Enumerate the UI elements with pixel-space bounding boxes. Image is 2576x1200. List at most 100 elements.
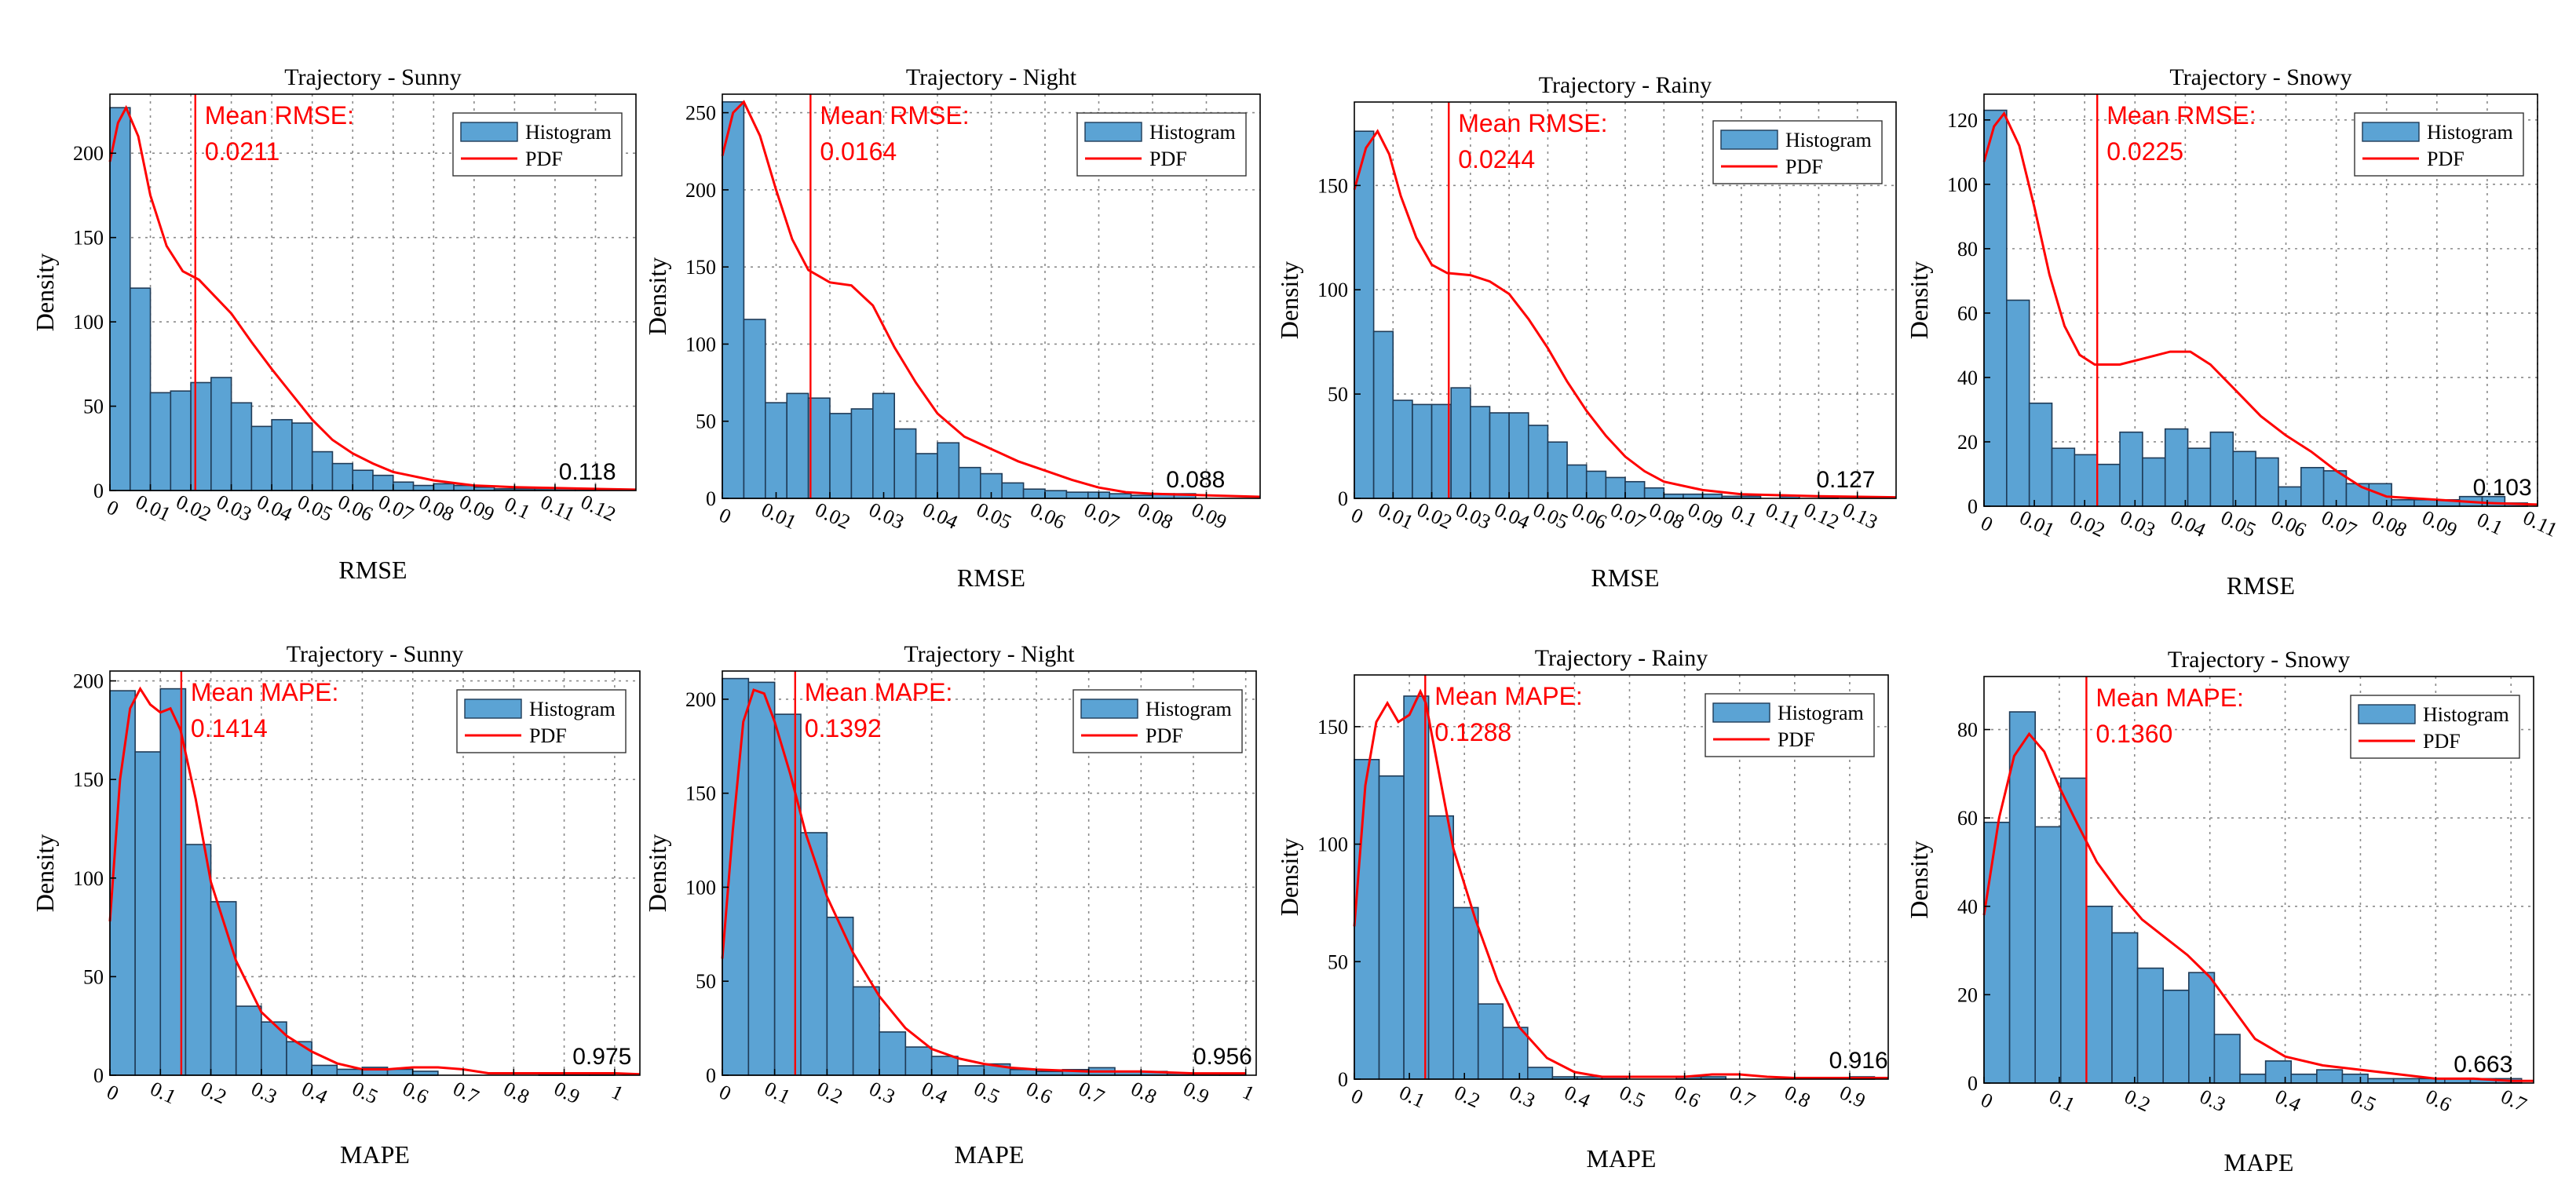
legend-pdf-label: PDF <box>529 724 567 747</box>
y-tick-label: 50 <box>696 970 716 993</box>
mean-annotation-label: Mean MAPE: <box>1434 682 1583 710</box>
y-axis-label: Density <box>31 253 59 332</box>
mean-annotation-value: 0.1414 <box>191 714 268 742</box>
histogram-bar <box>1547 441 1568 499</box>
y-axis-label: Density <box>1275 261 1303 340</box>
y-tick-label: 200 <box>73 670 104 693</box>
mean-annotation-label: Mean RMSE: <box>205 101 354 129</box>
x-tick-label: 0.03 <box>1452 498 1494 534</box>
y-tick-label: 100 <box>1317 833 1348 856</box>
x-tick-label: 0 <box>1978 1088 1997 1113</box>
y-axis-label: Density <box>31 834 59 913</box>
histogram-bar <box>1412 403 1433 499</box>
x-tick-label: 0.08 <box>2369 506 2410 542</box>
y-tick-label: 0 <box>1968 1072 1978 1095</box>
histogram-bar <box>958 466 981 499</box>
x-axis-label: MAPE <box>1587 1144 1657 1173</box>
x-tick-label: 0.12 <box>577 491 619 527</box>
legend-histogram-label: Histogram <box>1778 702 1864 724</box>
x-tick-label: 0.5 <box>970 1077 1003 1108</box>
legend-histogram-label: Histogram <box>525 121 612 144</box>
histogram-bar <box>722 101 745 499</box>
histogram-bar <box>1378 775 1405 1080</box>
legend: Histogram PDF <box>1712 120 1883 184</box>
legend-histogram-label: Histogram <box>1785 129 1872 151</box>
legend-pdf-label: PDF <box>1778 728 1815 751</box>
x-tick-label: 0.7 <box>450 1077 483 1108</box>
y-tick-label: 150 <box>1317 716 1348 739</box>
histogram-bar <box>311 450 334 491</box>
x-tick-label: 0.9 <box>1836 1081 1869 1112</box>
histogram-bar <box>1354 758 1380 1080</box>
x-tick-label: 0.3 <box>866 1077 899 1108</box>
histogram-bar <box>2060 777 2088 1084</box>
histogram-bar <box>2367 1078 2395 1084</box>
y-tick-label: 100 <box>1947 173 1978 196</box>
histogram-bar <box>1508 412 1529 499</box>
chart-panel-5: 0 0.1 0.2 0.3 0.4 0.5 0.6 0.7 0.8 0.9 1 0 50 100 150 20… <box>31 641 641 1169</box>
histogram-bar <box>291 422 313 491</box>
histogram-bar <box>185 844 212 1076</box>
y-tick-label: 50 <box>83 396 104 418</box>
x-tick-label: 0.1 <box>501 492 534 523</box>
histogram-bar <box>1585 470 1607 499</box>
y-tick-label: 0 <box>93 480 104 502</box>
pdf-curve <box>1353 688 1888 1079</box>
chart-panel-6: 0 0.1 0.2 0.3 0.4 0.5 0.6 0.7 0.8 0.9 1 0 50 100 150 20… <box>643 641 1258 1169</box>
histogram-bar <box>872 392 896 499</box>
x-tick-label: 0.1 <box>2474 508 2507 539</box>
histogram-bar <box>2187 447 2212 507</box>
x-axis-label: MAPE <box>340 1140 410 1169</box>
histogram-bar <box>957 1065 985 1076</box>
x-tick-label: 0.05 <box>973 498 1014 534</box>
legend: Histogram PDF <box>452 112 623 177</box>
histogram-bar <box>2232 450 2256 507</box>
x-tick-label: 0.8 <box>1781 1081 1814 1112</box>
histogram-bar <box>134 751 162 1076</box>
y-axis-label: Density <box>1905 261 1933 340</box>
x-tick-label: 0.9 <box>550 1077 583 1108</box>
legend-histogram-label: Histogram <box>1149 121 1236 144</box>
legend-histogram-label: Histogram <box>2423 703 2509 726</box>
histogram-bar <box>235 1005 262 1076</box>
histogram-bar <box>149 392 172 491</box>
histogram-bar <box>2341 1073 2369 1084</box>
histogram-bar <box>1044 490 1068 499</box>
y-tick-label: 0 <box>706 487 716 510</box>
x-tick-label: 0 <box>104 495 122 520</box>
x-tick-label: 0.7 <box>2497 1085 2530 1116</box>
plot-frame <box>109 93 637 491</box>
histogram-bar <box>850 408 874 499</box>
histogram-bar <box>2111 932 2139 1084</box>
chart-panel-1: 0 0.010.020.030.040.050.060.070.080.09 0.1… <box>31 64 637 584</box>
histogram-bar <box>1983 822 2011 1084</box>
histogram-bar <box>352 469 374 491</box>
histogram-bar <box>2391 498 2415 507</box>
histogram-bar <box>2239 1073 2267 1084</box>
y-tick-label: 200 <box>73 142 104 165</box>
y-tick-label: 0 <box>1338 1068 1348 1091</box>
x-tick-label: 0 <box>1348 503 1367 528</box>
x-tick-label: 0.06 <box>1027 498 1069 534</box>
histogram-bar <box>1452 906 1479 1080</box>
histogram-bar <box>786 392 809 499</box>
histogram-bar <box>1489 412 1510 499</box>
x-tick-label: 0.3 <box>248 1077 281 1108</box>
chart-panel-2: 0 0.01 0.02 0.03 0.04 0.05 0.06 0.07 0.08 0.09 0 50… <box>643 64 1261 592</box>
histogram-bar <box>1427 815 1454 1080</box>
histogram-bar <box>1983 109 2008 507</box>
mean-annotation-label: Mean RMSE: <box>2106 101 2256 129</box>
legend-histogram-swatch <box>1720 129 1778 150</box>
y-tick-label: 20 <box>1957 983 1978 1006</box>
chart-title: Trajectory - Rainy <box>1539 72 1712 98</box>
legend-histogram-label: Histogram <box>2427 121 2513 144</box>
histogram-bar <box>1527 1067 1554 1080</box>
x-tick-label: 0.1 <box>2046 1085 2079 1116</box>
x-tick-label: 0.02 <box>812 498 853 534</box>
histogram-bar <box>722 677 750 1076</box>
y-axis-label: Density <box>1905 841 1933 919</box>
histogram-bar <box>1372 330 1394 499</box>
y-tick-label: 0 <box>93 1064 104 1087</box>
x-tick-label: 0.1 <box>1396 1081 1429 1112</box>
y-tick-label: 120 <box>1947 109 1978 132</box>
